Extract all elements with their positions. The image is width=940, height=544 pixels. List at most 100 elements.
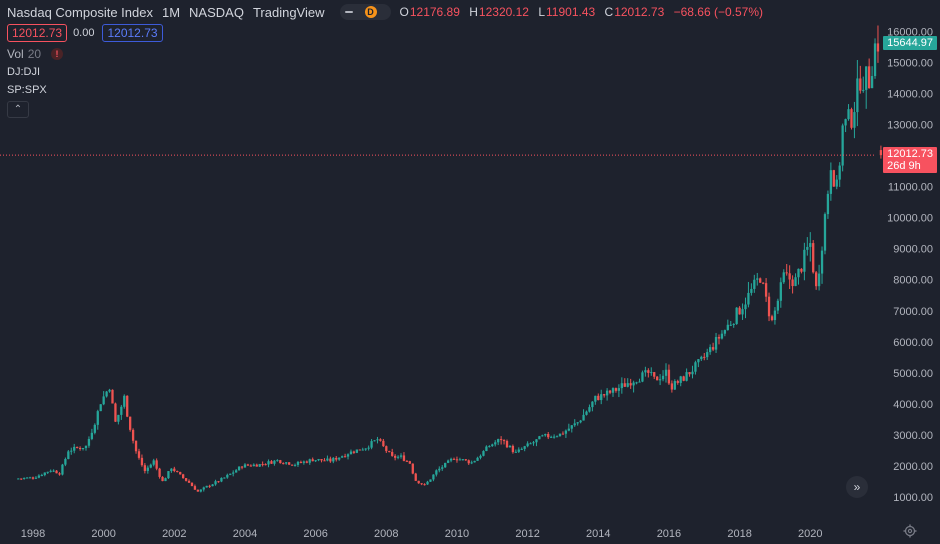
volume-label: Vol (7, 47, 24, 61)
time-axis[interactable]: 1998 2000 2002 2004 2006 2008 2010 2012 2014 2016… (21, 528, 823, 540)
candle-body (102, 396, 105, 405)
candle-body (420, 483, 423, 485)
price-axis[interactable]: 1000.00 2000.00 3000.00 4000.00 5000.00 6000.… (887, 26, 933, 504)
candle (476, 456, 479, 461)
symbol-name[interactable]: Nasdaq Composite Index (7, 4, 153, 20)
candle-body (464, 459, 467, 461)
candle-body (293, 464, 297, 466)
candle-body (485, 446, 488, 452)
candle (600, 389, 603, 405)
candle (603, 393, 606, 398)
candle-body (226, 474, 229, 478)
candle-body (494, 442, 497, 445)
source-label: TradingView (252, 4, 325, 20)
price-tick-label: 6000.00 (893, 337, 933, 349)
candle-body (762, 282, 765, 284)
candle-body (196, 489, 200, 492)
candle-body (835, 179, 838, 187)
candle-body (393, 455, 397, 458)
candle-body (55, 470, 58, 474)
candle-body (614, 388, 618, 391)
sell-price-box[interactable]: 12012.73 (7, 24, 68, 42)
candle-body (93, 424, 96, 433)
candle (502, 439, 506, 445)
volume-indicator-row[interactable]: Vol 20 ! (7, 47, 64, 61)
candle (382, 438, 385, 447)
price-value-row: 12012.73 0.00 12012.73 (7, 24, 169, 42)
candle-body (446, 460, 450, 463)
candle-body (435, 470, 438, 475)
candle (817, 264, 821, 291)
candle (514, 449, 517, 453)
candle (823, 212, 827, 255)
candle-body (859, 78, 862, 91)
candle (856, 60, 859, 127)
candle-body (826, 193, 830, 215)
candle (832, 169, 835, 187)
candle (785, 263, 788, 276)
candle (862, 76, 865, 93)
candle (255, 463, 258, 467)
data-status-pill[interactable]: D (339, 4, 391, 20)
candle (744, 297, 747, 319)
candle-body (588, 407, 591, 412)
candle (458, 457, 462, 461)
candle (812, 240, 815, 274)
candle (776, 298, 780, 314)
candle (302, 460, 306, 465)
candle (187, 479, 191, 483)
candle (520, 447, 523, 451)
time-tick-label: 2012 (515, 528, 539, 540)
candle (17, 478, 20, 480)
candle (591, 401, 594, 412)
candle-body (706, 352, 709, 358)
candle-body (632, 382, 635, 386)
candle-body (176, 471, 179, 473)
candle-body (211, 484, 214, 487)
candle-body (335, 457, 338, 460)
candle-body (314, 460, 317, 462)
candle (417, 480, 420, 484)
warning-icon[interactable]: ! (51, 48, 64, 60)
change-value: −68.66 (−0.57%) (673, 5, 764, 19)
candle (99, 404, 102, 412)
bar-countdown: 26d 9h (887, 160, 921, 172)
candle-body (838, 165, 841, 180)
candle-body (287, 462, 291, 465)
candle (732, 323, 735, 328)
candle-body (67, 451, 70, 460)
buy-price-box[interactable]: 12012.73 (102, 24, 163, 42)
candle-body (638, 381, 641, 383)
candle-body (753, 279, 756, 289)
collapse-legend-button[interactable]: ⌃ (7, 101, 29, 118)
candle-body (385, 446, 388, 452)
candle-body (764, 283, 768, 297)
candle-body (391, 452, 394, 456)
candle-body (491, 444, 494, 447)
scroll-to-realtime-button[interactable]: » (846, 476, 868, 498)
interval-label[interactable]: 1M (161, 4, 181, 20)
candle (117, 414, 120, 425)
candle (246, 463, 250, 466)
compare-symbol-dji[interactable]: DJ:DJI (7, 66, 40, 78)
candle (67, 449, 70, 460)
candle-body (302, 461, 306, 463)
candle (676, 379, 679, 385)
candle (379, 438, 382, 442)
candle (70, 447, 73, 455)
time-tick-label: 2002 (162, 528, 186, 540)
candle (703, 353, 706, 361)
candle-body (558, 433, 562, 437)
settings-gear-icon[interactable] (903, 524, 917, 538)
candle (594, 395, 597, 405)
candle-body (741, 309, 744, 315)
candle-body (711, 347, 715, 350)
candle-body (673, 381, 676, 390)
candle (37, 474, 41, 479)
candle-body (532, 442, 535, 444)
candle (809, 232, 812, 262)
candle-body (246, 464, 250, 466)
candle (408, 460, 412, 464)
compare-symbol-spx[interactable]: SP:SPX (7, 84, 47, 96)
